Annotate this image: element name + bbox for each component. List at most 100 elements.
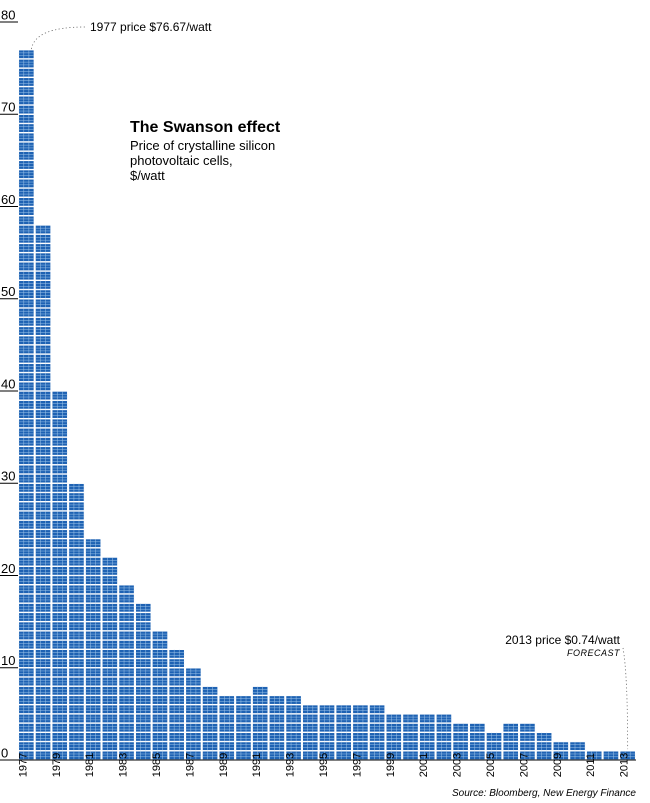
solar-cell <box>503 733 518 741</box>
solar-cell <box>35 742 50 750</box>
solar-cell <box>86 613 101 621</box>
solar-cell <box>19 207 34 215</box>
solar-cell <box>69 650 84 658</box>
solar-cell <box>35 687 50 695</box>
bar-1997 <box>353 705 368 760</box>
solar-cell <box>19 677 34 685</box>
solar-cell <box>69 502 84 510</box>
solar-cell <box>19 705 34 713</box>
bar-1980 <box>69 484 84 760</box>
solar-cell <box>420 733 435 741</box>
solar-cell <box>186 714 201 722</box>
solar-cell <box>353 705 368 713</box>
solar-cell <box>102 714 117 722</box>
solar-cell <box>19 299 34 307</box>
solar-cell <box>202 733 217 741</box>
callout-start-text: 1977 price $76.67/watt <box>90 20 212 34</box>
solar-cell <box>19 622 34 630</box>
solar-cell <box>520 724 535 732</box>
solar-cell <box>152 687 167 695</box>
solar-cell <box>152 659 167 667</box>
solar-cell <box>269 733 284 741</box>
solar-cell <box>19 382 34 390</box>
x-tick-label: 1993 <box>285 753 297 777</box>
solar-cell <box>19 724 34 732</box>
solar-cell <box>69 705 84 713</box>
solar-cell <box>19 391 34 399</box>
solar-cell <box>119 696 134 704</box>
solar-cell <box>470 742 485 750</box>
y-tick-label: 60 <box>1 192 15 207</box>
solar-cell <box>169 714 184 722</box>
solar-cell <box>102 567 117 575</box>
solar-cell <box>219 696 234 704</box>
solar-cell <box>35 714 50 722</box>
solar-cell <box>52 428 67 436</box>
solar-cell <box>286 714 301 722</box>
solar-cell <box>219 742 234 750</box>
solar-cell <box>52 484 67 492</box>
solar-cell <box>303 705 318 713</box>
solar-cell <box>19 742 34 750</box>
solar-cell <box>19 640 34 648</box>
solar-cell <box>69 484 84 492</box>
solar-cell <box>420 742 435 750</box>
y-tick-label: 10 <box>1 653 15 668</box>
solar-cell <box>19 484 34 492</box>
bar-1987 <box>186 668 201 759</box>
solar-cell <box>570 751 585 759</box>
solar-cell <box>35 299 50 307</box>
solar-cell <box>236 724 251 732</box>
solar-cell <box>236 705 251 713</box>
solar-cell <box>19 438 34 446</box>
x-tick-label: 1977 <box>17 753 29 777</box>
solar-cell <box>386 733 401 741</box>
solar-cell <box>470 733 485 741</box>
solar-cell <box>35 724 50 732</box>
solar-cell <box>119 733 134 741</box>
solar-cell <box>136 733 151 741</box>
solar-cell <box>19 133 34 141</box>
bar-1985 <box>152 631 167 759</box>
solar-cell <box>19 557 34 565</box>
callout-end-text: 2013 price $0.74/watt <box>505 633 620 647</box>
solar-cell <box>19 447 34 455</box>
solar-cell <box>52 557 67 565</box>
solar-cell <box>286 696 301 704</box>
solar-cell <box>236 733 251 741</box>
solar-cell <box>86 567 101 575</box>
solar-cell <box>102 696 117 704</box>
solar-cell <box>136 705 151 713</box>
solar-cell <box>386 742 401 750</box>
solar-cell <box>19 668 34 676</box>
solar-cell <box>69 594 84 602</box>
solar-cell <box>69 696 84 704</box>
solar-cell <box>152 668 167 676</box>
solar-cell <box>52 511 67 519</box>
solar-cell <box>69 742 84 750</box>
y-tick-label: 30 <box>1 469 15 484</box>
solar-cell <box>35 244 50 252</box>
solar-cell <box>69 724 84 732</box>
solar-cell <box>102 677 117 685</box>
solar-cell <box>102 594 117 602</box>
solar-cell <box>370 751 385 759</box>
x-tick-label: 2011 <box>585 753 597 777</box>
solar-cell <box>136 751 151 759</box>
x-tick-label: 1991 <box>251 753 263 777</box>
solar-cell <box>19 714 34 722</box>
solar-cell <box>19 604 34 612</box>
solar-cell <box>186 733 201 741</box>
solar-cell <box>19 198 34 206</box>
solar-cell <box>169 650 184 658</box>
solar-cell <box>169 677 184 685</box>
solar-cell <box>19 659 34 667</box>
solar-cell <box>52 733 67 741</box>
solar-cell <box>19 290 34 298</box>
solar-cell <box>403 751 418 759</box>
solar-cell <box>152 705 167 713</box>
solar-cell <box>19 696 34 704</box>
solar-cell <box>35 290 50 298</box>
solar-cell <box>119 659 134 667</box>
bar-1989 <box>219 696 234 760</box>
